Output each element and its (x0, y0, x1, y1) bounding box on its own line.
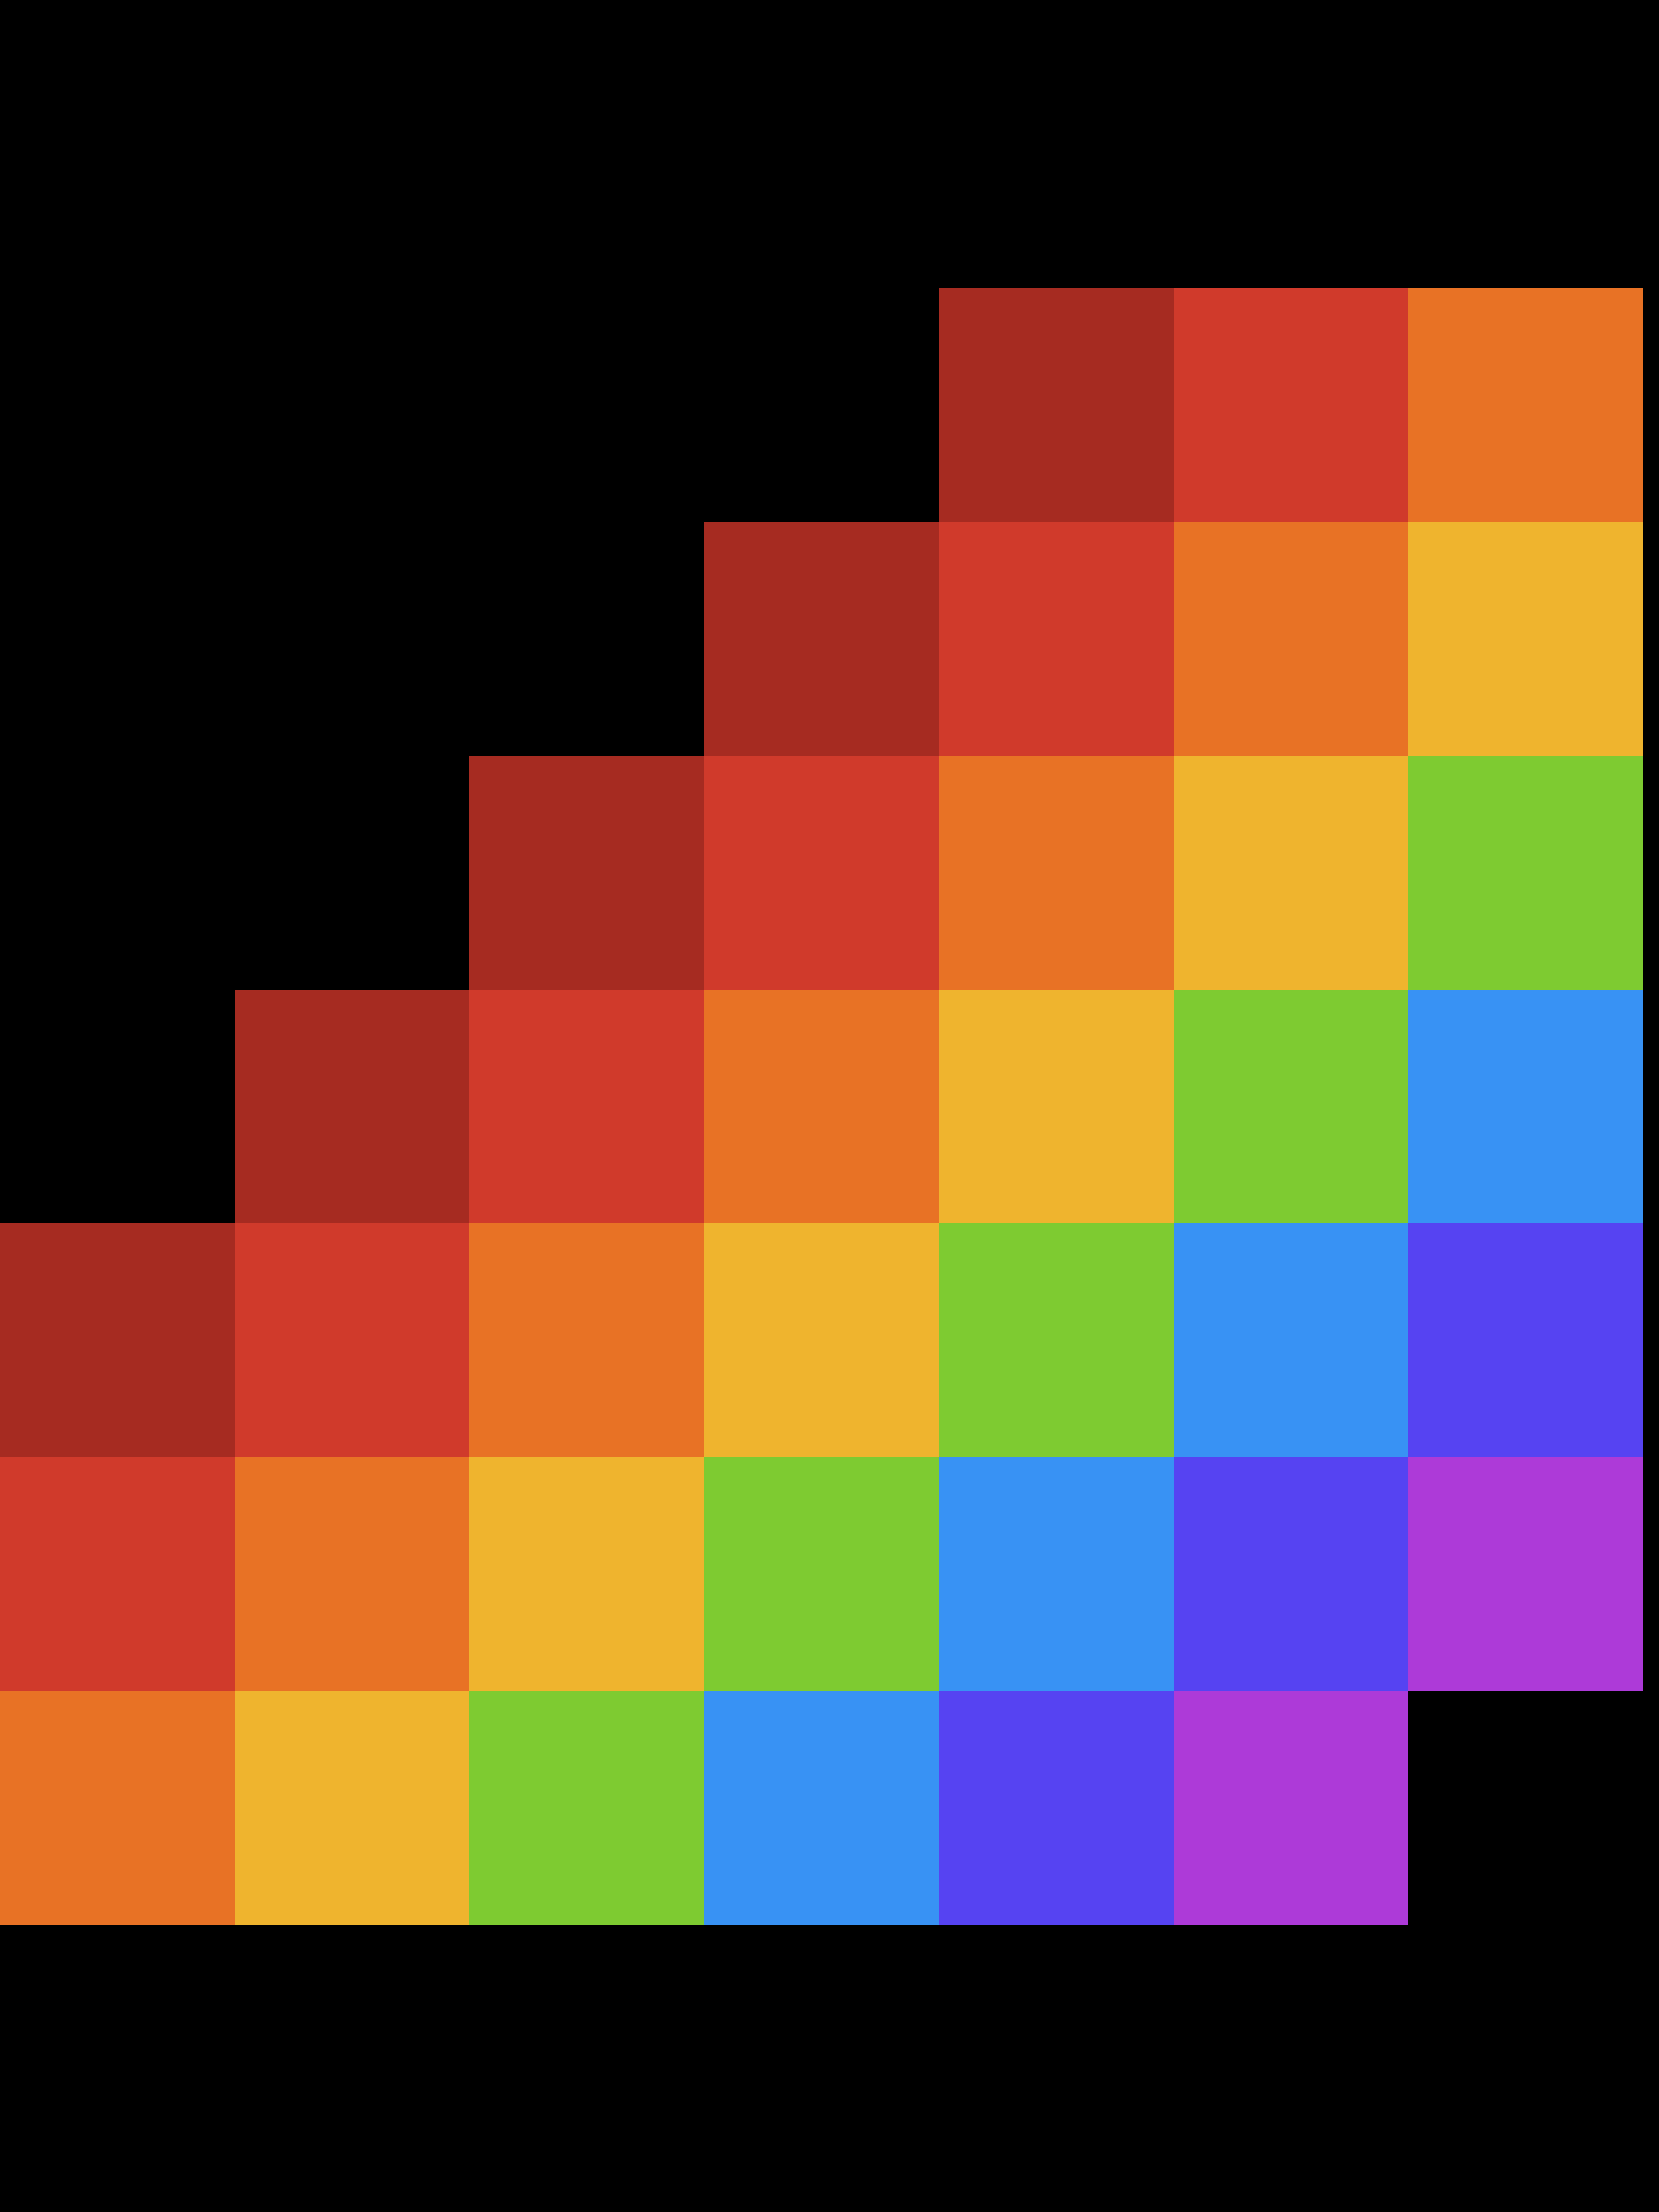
color-cell-orange (469, 1223, 704, 1457)
color-cell-green (469, 1691, 704, 1925)
color-cell-blue (1174, 1223, 1408, 1457)
color-cell-orange (1174, 522, 1408, 756)
color-cell-purple (1408, 1457, 1643, 1691)
color-cell-orange (939, 756, 1174, 990)
color-cell-red (235, 1223, 469, 1457)
empty-cell (0, 522, 235, 756)
color-cell-indigo (1174, 1457, 1408, 1691)
color-cell-dark-red (235, 990, 469, 1223)
color-cell-red (469, 990, 704, 1223)
empty-cell (469, 522, 704, 756)
color-cell-blue (1408, 990, 1643, 1223)
color-cell-dark-red (469, 756, 704, 990)
color-cell-blue (704, 1691, 939, 1925)
color-cell-amber (1174, 756, 1408, 990)
color-grid (0, 288, 1643, 1925)
color-cell-red (704, 756, 939, 990)
color-cell-indigo (939, 1691, 1174, 1925)
color-cell-indigo (1408, 1223, 1643, 1457)
color-cell-dark-red (0, 1223, 235, 1457)
color-cell-amber (1408, 522, 1643, 756)
color-cell-green (1174, 990, 1408, 1223)
empty-cell (0, 990, 235, 1223)
empty-cell (704, 288, 939, 522)
empty-cell (0, 756, 235, 990)
color-cell-red (0, 1457, 235, 1691)
color-cell-amber (235, 1691, 469, 1925)
color-cell-green (939, 1223, 1174, 1457)
color-cell-blue (939, 1457, 1174, 1691)
color-cell-orange (0, 1691, 235, 1925)
color-cell-purple (1174, 1691, 1408, 1925)
color-cell-amber (704, 1223, 939, 1457)
color-cell-amber (469, 1457, 704, 1691)
empty-cell (235, 522, 469, 756)
color-cell-dark-red (704, 522, 939, 756)
color-cell-dark-red (939, 288, 1174, 522)
color-cell-green (1408, 756, 1643, 990)
color-cell-red (939, 522, 1174, 756)
empty-cell (0, 288, 235, 522)
empty-cell (1408, 1691, 1643, 1925)
empty-cell (235, 756, 469, 990)
color-cell-orange (1408, 288, 1643, 522)
empty-cell (235, 288, 469, 522)
color-cell-orange (704, 990, 939, 1223)
color-cell-green (704, 1457, 939, 1691)
color-cell-amber (939, 990, 1174, 1223)
empty-cell (469, 288, 704, 522)
color-cell-orange (235, 1457, 469, 1691)
color-cell-red (1174, 288, 1408, 522)
